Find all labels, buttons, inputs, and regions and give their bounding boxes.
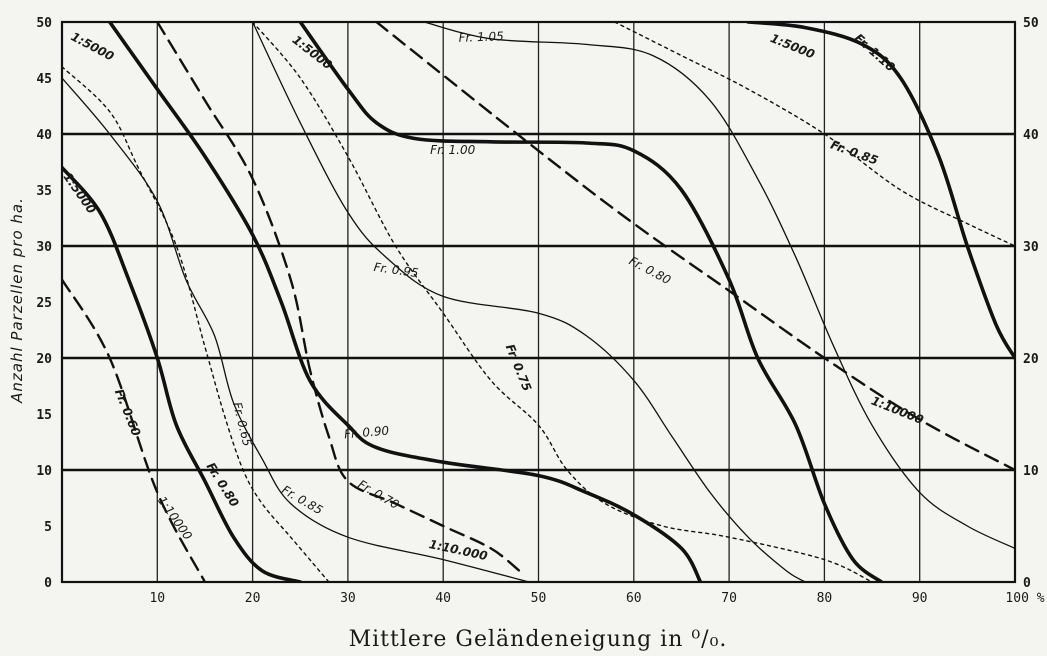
y-tick-label-left-6: 30 bbox=[36, 240, 52, 255]
y-tick-label-right-2: 20 bbox=[1023, 352, 1039, 367]
y-tick-label-left-3: 15 bbox=[36, 408, 52, 423]
y-tick-label-left-7: 35 bbox=[36, 184, 52, 199]
series-line-0 bbox=[62, 278, 207, 582]
curves bbox=[62, 22, 1015, 582]
curve-label-2: Fr. 0.60 bbox=[112, 387, 144, 438]
plot-frame bbox=[60, 20, 1017, 584]
series-line-2 bbox=[62, 66, 330, 582]
y-tick-label-left-0: 0 bbox=[44, 576, 52, 591]
series-line-4 bbox=[107, 22, 703, 582]
y-tick-label-left-9: 45 bbox=[36, 72, 52, 87]
series-line-5 bbox=[156, 22, 521, 572]
y-tick-label-left-1: 5 bbox=[44, 520, 52, 535]
curve-label-19: 1:10000 bbox=[869, 394, 925, 428]
ticks: 10 20 30 40 50 60 70 80 90 100 %05101520253035404… bbox=[36, 16, 1044, 606]
x-tick-label-5: 60 bbox=[626, 591, 642, 606]
x-tick-label-1: 20 bbox=[245, 591, 261, 606]
series-line-8 bbox=[298, 22, 884, 582]
x-axis-label: Mittlere Geländeneigung in ⁰/₀. bbox=[349, 627, 728, 652]
curve-label-0: 1:5000 bbox=[69, 29, 117, 63]
curve-label-11: Fr. 0.95 bbox=[373, 260, 420, 280]
x-tick-label-9: 100 % bbox=[1005, 591, 1044, 606]
curve-label-1: 1:5000 bbox=[60, 170, 98, 216]
series-line-9 bbox=[375, 22, 1015, 472]
series-line-11 bbox=[614, 22, 1015, 247]
curve-label-13: Fr. 1.00 bbox=[430, 143, 475, 157]
grid bbox=[60, 20, 1017, 584]
x-tick-label-6: 70 bbox=[721, 591, 737, 606]
series-line-6 bbox=[251, 22, 806, 582]
curve-label-8: 1:10.000 bbox=[428, 537, 489, 563]
curve-label-6: Fr. 0.85 bbox=[279, 483, 325, 518]
y-tick-label-right-3: 30 bbox=[1023, 240, 1039, 255]
curve-label-7: Fr. 0.70 bbox=[355, 477, 401, 512]
curve-label-3: 1:10000 bbox=[155, 494, 195, 543]
x-tick-label-0: 10 bbox=[149, 591, 165, 606]
x-tick-label-7: 80 bbox=[817, 591, 833, 606]
x-tick-label-3: 40 bbox=[435, 591, 451, 606]
y-tick-label-right-5: 50 bbox=[1023, 16, 1039, 31]
series-line-12 bbox=[746, 22, 1015, 360]
series-line-1 bbox=[62, 165, 303, 582]
series-line-3 bbox=[62, 77, 530, 582]
y-tick-label-left-4: 20 bbox=[36, 352, 52, 367]
x-tick-label-2: 30 bbox=[340, 591, 356, 606]
y-tick-label-left-10: 50 bbox=[36, 16, 52, 31]
x-tick-label-8: 90 bbox=[912, 591, 928, 606]
y-tick-label-right-1: 10 bbox=[1023, 464, 1039, 479]
curve-label-14: Fr. 0.75 bbox=[503, 342, 535, 393]
y-tick-label-right-0: 0 bbox=[1023, 576, 1031, 591]
y-tick-label-left-2: 10 bbox=[36, 464, 52, 479]
x-tick-label-4: 50 bbox=[531, 591, 547, 606]
y-axis-label: Anzahl Parzellen pro ha. bbox=[8, 197, 26, 404]
series-line-7 bbox=[251, 22, 873, 582]
curve-label-16: 1:5000 bbox=[768, 31, 816, 61]
y-tick-label-left-8: 40 bbox=[36, 128, 52, 143]
y-tick-label-right-4: 40 bbox=[1023, 128, 1039, 143]
y-tick-label-left-5: 25 bbox=[36, 296, 52, 311]
series-line-10 bbox=[423, 22, 1015, 550]
curve-label-18: Fr. 0.85 bbox=[829, 138, 880, 168]
curve-label-4: Fr. 0.80 bbox=[204, 460, 242, 509]
curve-label-17: Fr. 1.10 bbox=[852, 31, 898, 74]
curve-label-5: Fr. 0.65 bbox=[230, 401, 254, 448]
curve-label-9: Fr. 0.90 bbox=[344, 423, 390, 441]
curve-label-12: Fr. 1.05 bbox=[458, 29, 504, 45]
